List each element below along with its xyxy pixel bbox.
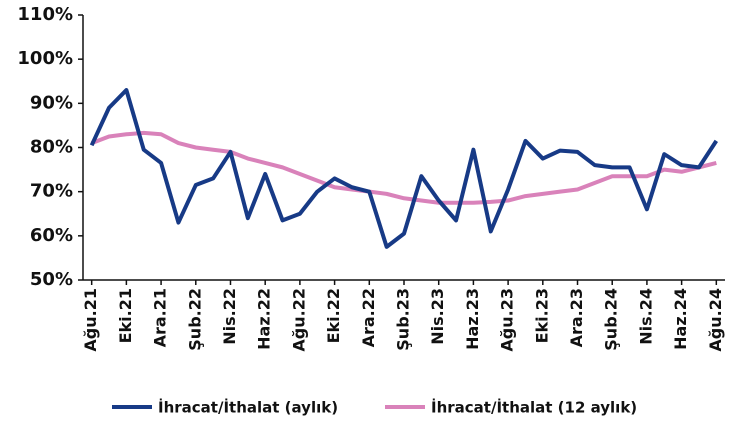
x-tick-label: Ara.23 <box>567 288 586 347</box>
x-tick-label: Ağu.21 <box>81 288 100 352</box>
x-tick-label: Ağu.24 <box>706 288 725 352</box>
x-tick-label: Ağu.22 <box>289 288 308 352</box>
y-tick-label: 70% <box>30 181 73 202</box>
y-tick-label: 80% <box>30 137 73 158</box>
x-tick-label: Ara.22 <box>359 288 378 347</box>
y-tick-label: 100% <box>17 48 73 69</box>
legend-label: İhracat/İthalat (12 aylık) <box>431 398 637 417</box>
x-tick-label: Haz.23 <box>463 288 482 350</box>
x-tick-label: Eki.22 <box>324 288 343 343</box>
x-tick-label: Ara.21 <box>151 288 170 347</box>
x-tick-label: Ağu.23 <box>498 288 517 352</box>
y-tick-label: 50% <box>30 269 73 290</box>
y-tick-label: 90% <box>30 92 73 113</box>
x-tick-label: Nis.24 <box>636 288 655 345</box>
x-tick-label: Haz.22 <box>255 288 274 350</box>
x-tick-label: Nis.22 <box>220 288 239 345</box>
series-line <box>89 88 718 249</box>
x-tick-label: Nis.23 <box>428 288 447 345</box>
legend-label: İhracat/İthalat (aylık) <box>158 398 338 417</box>
x-tick-label: Haz.24 <box>671 288 690 350</box>
series-line <box>90 130 717 205</box>
x-tick-label: Şub.23 <box>394 288 413 351</box>
x-tick-label: Eki.23 <box>532 288 551 343</box>
x-tick-label: Şub.22 <box>185 288 204 351</box>
x-tick-label: Eki.21 <box>116 288 135 343</box>
x-tick-label: Şub.24 <box>602 288 621 351</box>
y-tick-label: 60% <box>30 225 73 246</box>
y-tick-label: 110% <box>17 4 73 25</box>
